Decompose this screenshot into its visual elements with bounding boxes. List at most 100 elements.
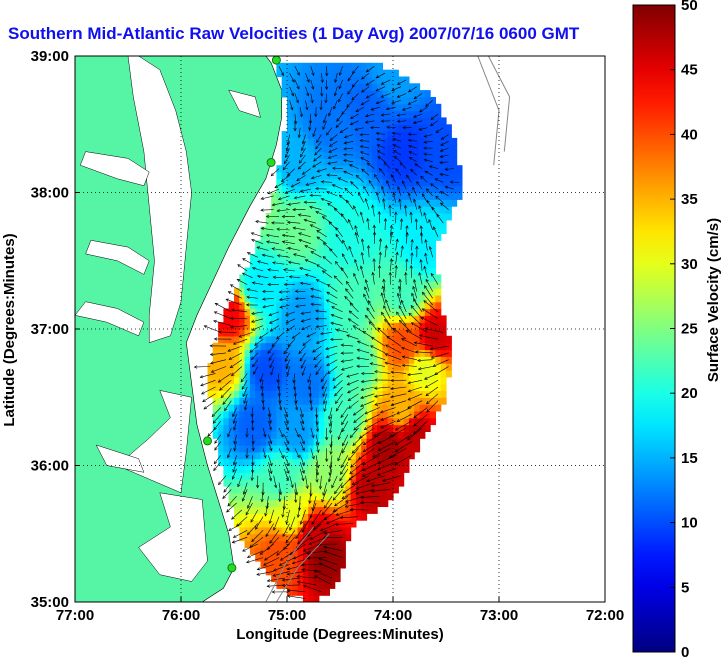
velocity-arrow [430, 183, 439, 190]
velocity-cell [424, 342, 431, 351]
velocity-cell [419, 294, 426, 303]
velocity-cell [218, 404, 224, 412]
velocity-cell [350, 124, 357, 132]
velocity-cell [366, 410, 373, 419]
velocity-arrowhead [250, 356, 255, 360]
radar-sites [203, 56, 281, 573]
velocity-cell [371, 472, 378, 480]
velocity-arrowhead [329, 137, 334, 141]
velocity-cell [393, 76, 399, 84]
colorbar-tick-label: 30 [681, 256, 698, 273]
velocity-cell [281, 76, 288, 84]
velocity-arrow [407, 400, 423, 409]
velocity-arrow [233, 338, 248, 345]
velocity-cell [223, 322, 230, 330]
velocity-arrowhead [421, 291, 426, 296]
velocity-arrow [384, 218, 386, 231]
velocity-cell [249, 506, 256, 514]
velocity-arrowhead [364, 314, 369, 319]
velocity-cell [398, 137, 405, 146]
velocity-arrowhead [394, 461, 399, 465]
velocity-cell [430, 103, 436, 112]
velocity-cell [234, 342, 240, 351]
velocity-cell [265, 363, 272, 371]
velocity-arrowhead [232, 341, 237, 345]
velocity-cell [249, 308, 256, 316]
velocity-cell [308, 451, 315, 460]
velocity-arrow [352, 475, 370, 485]
velocity-arrow [364, 286, 370, 299]
velocity-cell [334, 315, 341, 323]
velocity-arrow [423, 153, 433, 156]
velocity-arrowhead [315, 428, 320, 433]
velocity-arrowhead [251, 462, 255, 466]
velocity-arrow [424, 266, 428, 278]
velocity-arrow [300, 359, 306, 369]
velocity-arrowhead [343, 159, 347, 163]
velocity-cell [361, 492, 368, 501]
velocity-arrow [395, 168, 402, 176]
velocity-arrow [322, 270, 333, 279]
velocity-cell [408, 124, 415, 132]
velocity-cell [271, 499, 277, 507]
velocity-cell [430, 253, 436, 262]
velocity-cell [324, 288, 330, 296]
velocity-cell [318, 588, 325, 596]
velocity-cell [329, 301, 336, 310]
velocity-cell [218, 383, 224, 391]
velocity-cell [430, 274, 436, 282]
velocity-arrowhead [413, 298, 417, 302]
velocity-cell [329, 69, 336, 78]
velocity-arrowhead [410, 168, 414, 173]
velocity-cell [340, 417, 346, 426]
velocity-arrow [322, 482, 327, 496]
velocity-cell [371, 185, 378, 194]
velocity-arrow [257, 275, 269, 279]
velocity-arrowhead [273, 527, 277, 531]
velocity-cell [371, 69, 378, 78]
velocity-arrowhead [268, 357, 272, 362]
velocity-cell [435, 349, 442, 357]
velocity-cell [361, 438, 368, 446]
velocity-arrow [253, 366, 259, 375]
velocity-cell [334, 233, 341, 241]
velocity-cell [276, 335, 283, 344]
velocity-cell [255, 486, 262, 494]
velocity-arrowhead [423, 300, 427, 304]
velocity-cell [223, 335, 230, 344]
velocity-cell [366, 172, 373, 180]
velocity-cell [329, 178, 336, 187]
velocity-arrowhead [343, 141, 348, 145]
velocity-cell [350, 281, 357, 289]
velocity-cell [355, 431, 362, 439]
velocity-arrow [276, 543, 290, 556]
velocity-cell [403, 247, 410, 255]
velocity-arrow [422, 193, 428, 203]
velocity-cell [292, 458, 299, 467]
velocity-cell [340, 137, 346, 146]
velocity-arrowhead [290, 184, 295, 188]
velocity-cell [387, 288, 394, 296]
velocity-cell [387, 103, 394, 112]
velocity-arrowhead [404, 271, 408, 276]
velocity-cell [302, 131, 309, 139]
velocity-cell [212, 397, 219, 405]
velocity-cell [308, 492, 315, 501]
velocity-cell [414, 383, 421, 391]
velocity-cell [398, 165, 405, 173]
velocity-arrowhead [283, 546, 287, 551]
velocity-arrow [368, 180, 375, 190]
velocity-cell [302, 240, 309, 248]
velocity-arrowhead [376, 144, 381, 148]
velocity-cell [297, 506, 304, 514]
velocity-cell [334, 363, 341, 371]
velocity-arrowhead [281, 583, 286, 588]
velocity-cell [228, 486, 235, 494]
velocity-cell [313, 445, 320, 453]
velocity-arrow [260, 209, 274, 211]
velocity-arrowhead [261, 400, 265, 404]
velocity-cell [414, 431, 421, 439]
velocity-cell [435, 151, 442, 159]
velocity-arrowhead [356, 364, 360, 368]
velocity-cell [387, 97, 394, 105]
